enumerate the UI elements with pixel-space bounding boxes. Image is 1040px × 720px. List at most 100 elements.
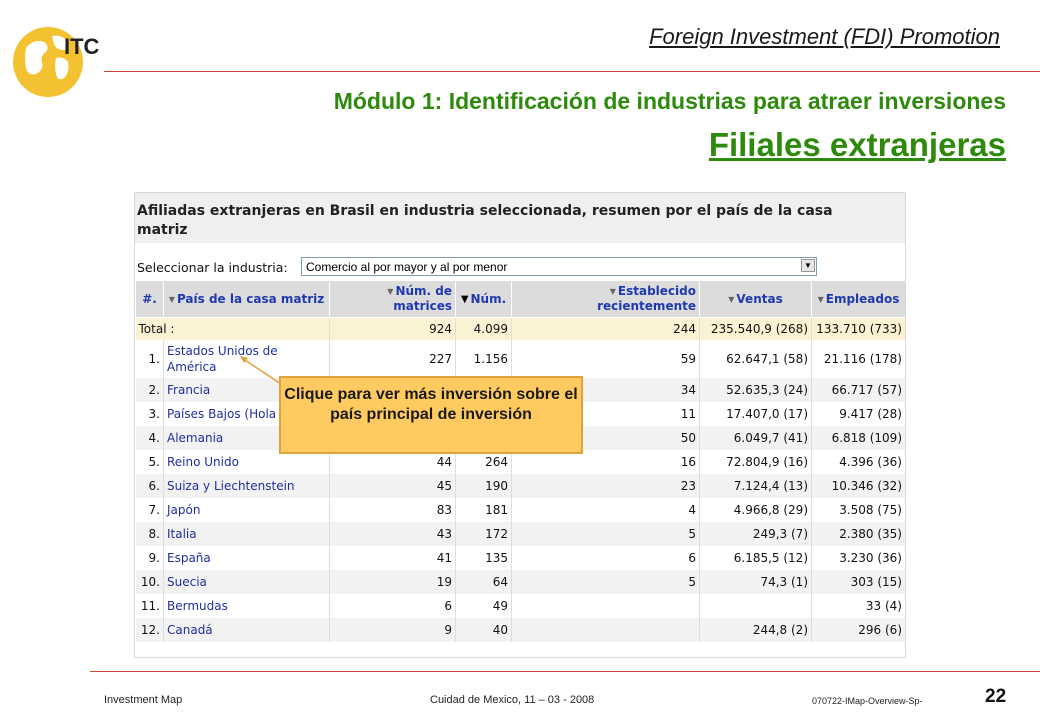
cell-empleados: 296 (6) xyxy=(811,618,905,642)
country-link[interactable]: Reino Unido xyxy=(163,450,330,474)
country-name[interactable]: Japón xyxy=(167,503,201,517)
column-header-empleados[interactable]: ▼ Empleados xyxy=(811,280,905,318)
cell-num: 172 xyxy=(455,522,512,546)
cell-num: 135 xyxy=(455,546,512,570)
affiliates-table: #. ▼ País de la casa matriz ▼ Núm. de matr… xyxy=(135,280,905,642)
country-name[interactable]: Países Bajos (Hola xyxy=(167,407,277,421)
country-name[interactable]: Suiza y Liechtenstein xyxy=(167,479,295,493)
cell-ventas: 74,3 (1) xyxy=(699,570,812,594)
cell-empleados: 6.818 (109) xyxy=(811,426,905,450)
country-name[interactable]: España xyxy=(167,551,211,565)
cell-num: 64 xyxy=(455,570,512,594)
sort-arrow-icon: ▼ xyxy=(168,294,175,304)
total-empleados: 133.710 (733) xyxy=(811,317,905,340)
footer-left: Investment Map xyxy=(104,694,183,706)
sort-arrow-icon: ▼ xyxy=(387,287,394,296)
chevron-down-icon[interactable]: ▼ xyxy=(801,259,815,272)
cell-ventas: 52.635,3 (24) xyxy=(699,378,812,402)
cell-empleados: 10.346 (32) xyxy=(811,474,905,498)
cell-empleados: 21.116 (178) xyxy=(811,340,905,378)
cell-recent: 4 xyxy=(511,498,700,522)
country-name[interactable]: Francia xyxy=(167,383,211,397)
sort-arrow-icon: ▼ xyxy=(609,287,616,296)
country-name[interactable]: Alemania xyxy=(167,431,224,445)
country-link[interactable]: Suiza y Liechtenstein xyxy=(163,474,330,498)
row-rank: 1. xyxy=(135,340,164,378)
row-rank: 11. xyxy=(135,594,164,618)
cell-empleados: 4.396 (36) xyxy=(811,450,905,474)
cell-ventas: 72.804,9 (16) xyxy=(699,450,812,474)
cell-ventas: 62.647,1 (58) xyxy=(699,340,812,378)
country-link[interactable]: Estados Unidos de América xyxy=(163,340,330,378)
column-header-matrices[interactable]: ▼ Núm. de matrices xyxy=(329,280,456,318)
cell-ventas xyxy=(699,594,812,618)
table-row: 12. Canadá 9 40 244,8 (2) 296 (6) xyxy=(135,618,905,642)
country-link[interactable]: Japón xyxy=(163,498,330,522)
panel-title: Afiliadas extranjeras en Brasil en indus… xyxy=(137,203,833,238)
cell-matrices: 45 xyxy=(329,474,456,498)
page-number: 22 xyxy=(985,686,1007,707)
cell-matrices: 9 xyxy=(329,618,456,642)
cell-matrices: 83 xyxy=(329,498,456,522)
country-name[interactable]: Reino Unido xyxy=(167,455,239,469)
footer-middle: Cuidad de Mexico, 11 – 03 - 2008 xyxy=(430,694,595,706)
cell-recent: 6 xyxy=(511,546,700,570)
table-row: 10. Suecia 19 64 5 74,3 (1) 303 (15) xyxy=(135,570,905,594)
slide-subtitle: Filiales extranjeras xyxy=(708,126,1006,163)
country-name[interactable]: Canadá xyxy=(167,623,213,637)
country-link[interactable]: Suecia xyxy=(163,570,330,594)
callout-note: Clique para ver más inversión sobre el p… xyxy=(279,376,583,454)
cell-num: 40 xyxy=(455,618,512,642)
cell-empleados: 2.380 (35) xyxy=(811,522,905,546)
column-header-num[interactable]: ▼ Núm. xyxy=(455,280,512,318)
footer-divider xyxy=(90,671,1040,672)
cell-recent xyxy=(511,618,700,642)
presentation-title: Foreign Investment (FDI) Promotion xyxy=(649,24,1000,49)
cell-recent: 23 xyxy=(511,474,700,498)
column-header-rank[interactable]: #. xyxy=(135,280,164,318)
sort-arrow-icon: ▼ xyxy=(460,293,469,305)
country-link[interactable]: Canadá xyxy=(163,618,330,642)
cell-empleados: 3.230 (36) xyxy=(811,546,905,570)
country-name[interactable]: Estados Unidos de América xyxy=(167,344,278,374)
column-header-recent[interactable]: ▼ Establecido recientemente xyxy=(511,280,700,318)
cell-ventas: 4.966,8 (29) xyxy=(699,498,812,522)
column-header-ventas[interactable]: ▼ Ventas xyxy=(699,280,812,318)
column-header-country[interactable]: ▼ País de la casa matriz xyxy=(163,280,330,318)
row-rank: 12. xyxy=(135,618,164,642)
itc-globe-logo: ITC xyxy=(13,27,100,97)
table-row: 7. Japón 83 181 4 4.966,8 (29) 3.508 (75) xyxy=(135,498,905,522)
table-row: 11. Bermudas 6 49 33 (4) xyxy=(135,594,905,618)
industry-select[interactable]: Comercio al por mayor y al por menor ▼ xyxy=(301,257,817,276)
module-title: Módulo 1: Identificación de industrias p… xyxy=(333,88,1006,114)
cell-matrices: 41 xyxy=(329,546,456,570)
cell-empleados: 66.717 (57) xyxy=(811,378,905,402)
country-name[interactable]: Suecia xyxy=(167,575,207,589)
country-name[interactable]: Bermudas xyxy=(167,599,228,613)
cell-num: 49 xyxy=(455,594,512,618)
country-link[interactable]: Italia xyxy=(163,522,330,546)
cell-ventas: 244,8 (2) xyxy=(699,618,812,642)
cell-ventas: 17.407,0 (17) xyxy=(699,402,812,426)
row-rank: 3. xyxy=(135,402,164,426)
row-rank: 2. xyxy=(135,378,164,402)
industry-label: Seleccionar la industria: xyxy=(137,260,288,275)
cell-recent: 5 xyxy=(511,522,700,546)
cell-matrices: 19 xyxy=(329,570,456,594)
table-row: 9. España 41 135 6 6.185,5 (12) 3.230 (36) xyxy=(135,546,905,570)
cell-recent: 5 xyxy=(511,570,700,594)
cell-recent: 16 xyxy=(511,450,700,474)
row-rank: 8. xyxy=(135,522,164,546)
cell-empleados: 9.417 (28) xyxy=(811,402,905,426)
total-matrices: 924 xyxy=(329,317,456,340)
country-link[interactable]: España xyxy=(163,546,330,570)
country-name[interactable]: Italia xyxy=(167,527,197,541)
country-link[interactable]: Bermudas xyxy=(163,594,330,618)
cell-matrices: 227 xyxy=(329,340,456,378)
cell-matrices: 43 xyxy=(329,522,456,546)
table-row: 8. Italia 43 172 5 249,3 (7) 2.380 (35) xyxy=(135,522,905,546)
header-divider xyxy=(104,71,1040,72)
cell-recent: 59 xyxy=(511,340,700,378)
cell-matrices: 44 xyxy=(329,450,456,474)
total-row: Total : 924 4.099 244 235.540,9 (268) 13… xyxy=(135,317,905,340)
